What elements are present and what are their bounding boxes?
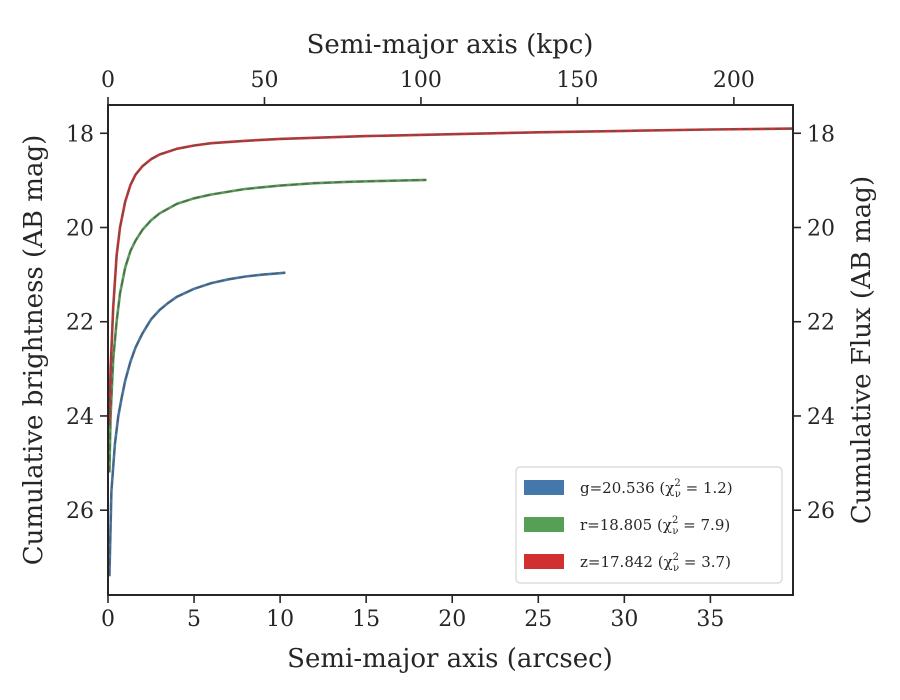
series-line-r <box>108 178 427 473</box>
x-tick-label: 25 <box>524 607 552 632</box>
y-tick-label: 22 <box>66 311 94 336</box>
x-tick-label: 5 <box>187 607 201 632</box>
x-axis-label: Semi-major axis (arcsec) <box>287 644 613 674</box>
legend-swatch-z <box>524 554 564 569</box>
y-right-tick-label: 22 <box>807 311 835 336</box>
x-tick-label: 15 <box>352 607 380 632</box>
legend-items: g=20.536 (χ2 ν = 1.2) r=18.805 (χ2 ν = 7.9)… <box>524 478 733 574</box>
y-tick-label: 26 <box>66 499 94 524</box>
legend-label-z: z=17.842 (χ2 ν = 3.7) <box>580 552 731 574</box>
y-tick-label: 18 <box>66 122 94 147</box>
legend-swatch-r <box>524 517 564 532</box>
x-top-tick-label: 200 <box>713 68 755 93</box>
x-top-tick-label: 50 <box>250 68 278 93</box>
legend-label-r: r=18.805 (χ2 ν = 7.9) <box>580 515 730 537</box>
series-model-line-r <box>108 179 427 473</box>
series-line-g <box>108 271 286 577</box>
legend-label-g: g=20.536 (χ2 ν = 1.2) <box>580 478 733 500</box>
plot-frame <box>107 104 794 596</box>
legend-box <box>515 466 783 584</box>
x-tick-label: 30 <box>610 607 638 632</box>
y-right-tick-label: 18 <box>807 122 835 147</box>
x-tick-label: 35 <box>696 607 724 632</box>
y-tick-label: 24 <box>66 405 94 430</box>
x-tick-label: 0 <box>101 607 115 632</box>
y-right-tick-label: 26 <box>807 499 835 524</box>
y-right-axis-label: Cumulative Flux (AB mag) <box>847 176 877 524</box>
series-layer <box>108 127 794 577</box>
x-tick-label: 10 <box>266 607 294 632</box>
series-line-z <box>108 127 794 426</box>
y-right-tick-label: 24 <box>807 405 835 430</box>
x-top-tick-label: 150 <box>556 68 598 93</box>
x-top-tick-label: 0 <box>101 68 115 93</box>
x-top-axis-label: Semi-major axis (kpc) <box>307 30 594 60</box>
legend: g=20.536 (χ2 ν = 1.2) r=18.805 (χ2 ν = 7.9)… <box>515 466 783 584</box>
y-axis-label: Cumulative brightness (AB mag) <box>19 135 49 566</box>
series-model-line-g <box>108 271 286 577</box>
x-top-tick-label: 100 <box>400 68 442 93</box>
y-tick-label: 20 <box>66 217 94 242</box>
y-right-tick-label: 20 <box>807 217 835 242</box>
legend-swatch-g <box>524 480 564 495</box>
x-tick-label: 20 <box>438 607 466 632</box>
series-model-line-z <box>108 127 794 426</box>
ticks-layer: 0 5 10 15 20 25 30 35 0 50 100 150 200 18 18 20 20 22 22 24… <box>66 68 835 632</box>
